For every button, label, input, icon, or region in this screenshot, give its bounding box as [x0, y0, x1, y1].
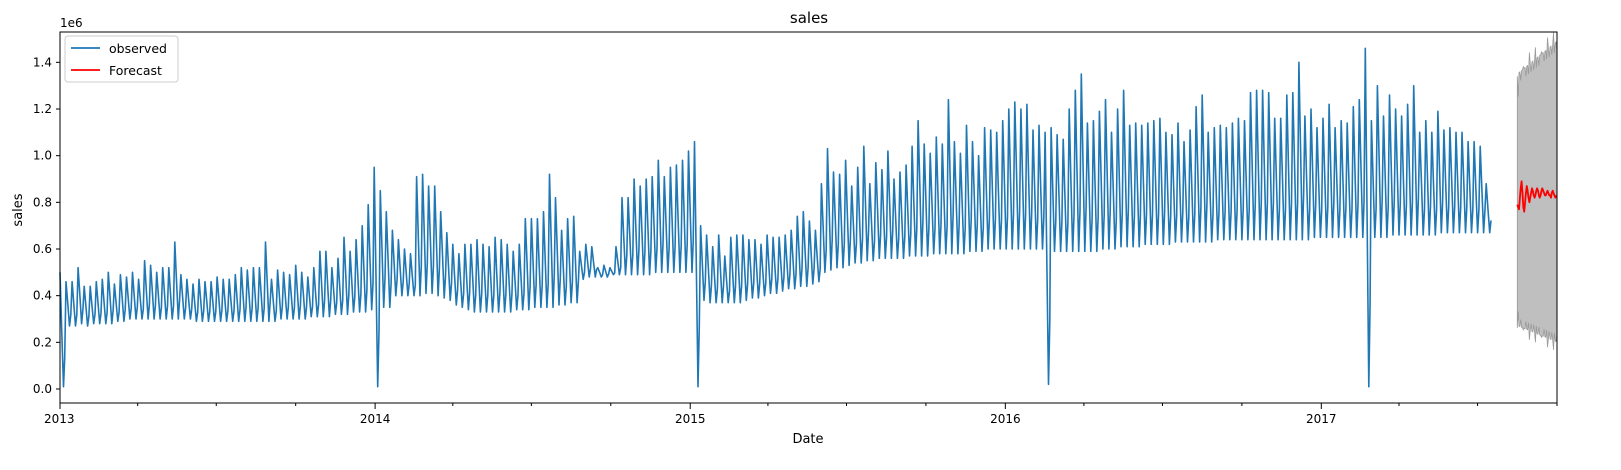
x-tick-label: 2014: [360, 412, 391, 426]
series-layer: [59, 47, 1557, 388]
chart-title: sales: [790, 9, 828, 27]
x-tick-label: 2015: [675, 412, 706, 426]
plot-frame: [59, 31, 1558, 404]
series-forecast-line: [1516, 180, 1557, 213]
x-tick-label: 2016: [990, 412, 1021, 426]
y-axis-title: sales: [11, 193, 26, 226]
y-tick-label: 0.4: [33, 289, 52, 303]
y-tick-label: 0.6: [33, 242, 52, 256]
axes-layer: 0.0 0.2 0.4 0.6 0.8 1.0 1.2 1.4 2013 2014 2015 2016…: [33, 31, 1558, 426]
y-offset-label: 1e6: [60, 16, 83, 30]
y-tick-label: 0.2: [33, 335, 52, 349]
y-tick-label: 1.4: [33, 55, 52, 69]
legend-label-observed: observed: [109, 41, 167, 56]
y-tick-label: 0.8: [33, 195, 52, 209]
x-tick-label: 2013: [44, 412, 75, 426]
series-observed-line: [59, 47, 1492, 388]
legend: observed Forecast: [64, 35, 179, 83]
legend-label-forecast: Forecast: [109, 63, 162, 78]
y-tick-label: 1.0: [33, 149, 52, 163]
x-axis-title: Date: [792, 432, 823, 447]
y-tick-label: 0.0: [33, 382, 52, 396]
y-tick-label: 1.2: [33, 102, 52, 116]
x-tick-label: 2017: [1306, 412, 1337, 426]
